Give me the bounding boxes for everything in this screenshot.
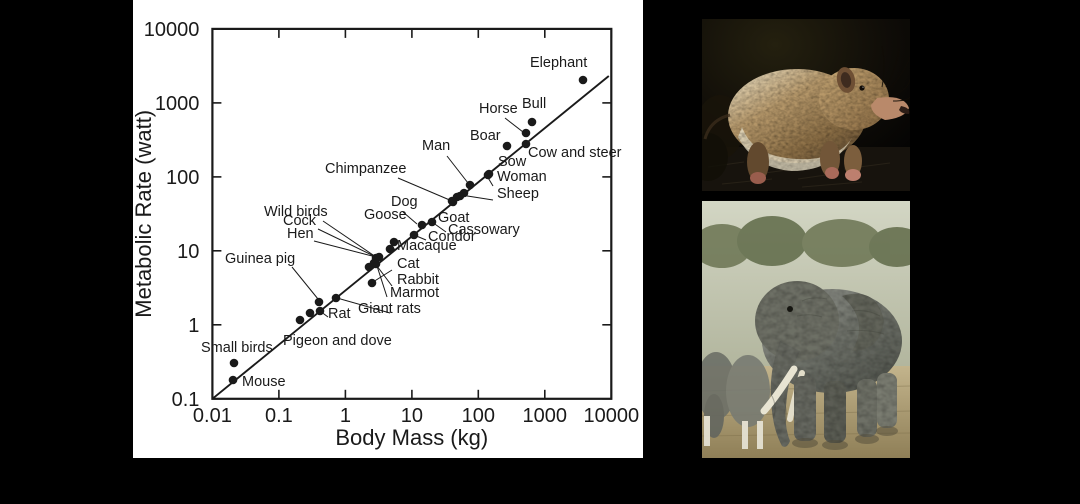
svg-text:10: 10 bbox=[177, 241, 199, 263]
svg-text:Chimpanzee: Chimpanzee bbox=[325, 161, 406, 177]
svg-text:1000: 1000 bbox=[523, 405, 568, 427]
svg-text:Metabolic Rate (watt): Metabolic Rate (watt) bbox=[133, 110, 156, 318]
svg-text:Sow: Sow bbox=[498, 154, 527, 170]
svg-text:1: 1 bbox=[188, 315, 199, 337]
svg-text:100: 100 bbox=[462, 405, 495, 427]
svg-text:100: 100 bbox=[166, 167, 199, 189]
svg-text:Hen: Hen bbox=[287, 226, 314, 242]
svg-text:1000: 1000 bbox=[155, 93, 200, 115]
svg-text:Condor: Condor bbox=[428, 229, 476, 245]
svg-text:1: 1 bbox=[340, 405, 351, 427]
svg-text:Giant rats: Giant rats bbox=[358, 301, 421, 317]
svg-text:Woman: Woman bbox=[497, 169, 547, 185]
svg-text:Goose: Goose bbox=[364, 207, 407, 223]
svg-text:Bull: Bull bbox=[522, 96, 546, 112]
svg-text:Rat: Rat bbox=[328, 306, 351, 322]
svg-text:Mouse: Mouse bbox=[242, 374, 286, 390]
svg-text:Body Mass (kg): Body Mass (kg) bbox=[335, 425, 488, 450]
svg-text:Man: Man bbox=[422, 138, 450, 154]
svg-text:0.1: 0.1 bbox=[172, 389, 200, 411]
svg-text:Cat: Cat bbox=[397, 256, 420, 272]
svg-text:Pigeon and dove: Pigeon and dove bbox=[283, 333, 392, 349]
svg-text:Marmot: Marmot bbox=[390, 285, 439, 301]
svg-text:Horse: Horse bbox=[479, 101, 518, 117]
svg-text:Cow and steer: Cow and steer bbox=[528, 145, 622, 161]
svg-text:Sheep: Sheep bbox=[497, 186, 539, 202]
svg-text:Small birds: Small birds bbox=[201, 340, 273, 356]
svg-text:0.1: 0.1 bbox=[265, 405, 293, 427]
svg-text:Boar: Boar bbox=[470, 128, 501, 144]
svg-text:10000: 10000 bbox=[144, 19, 200, 41]
svg-text:Guinea pig: Guinea pig bbox=[225, 251, 295, 267]
svg-text:10: 10 bbox=[401, 405, 423, 427]
svg-text:10000: 10000 bbox=[583, 405, 639, 427]
svg-text:Elephant: Elephant bbox=[530, 55, 587, 71]
